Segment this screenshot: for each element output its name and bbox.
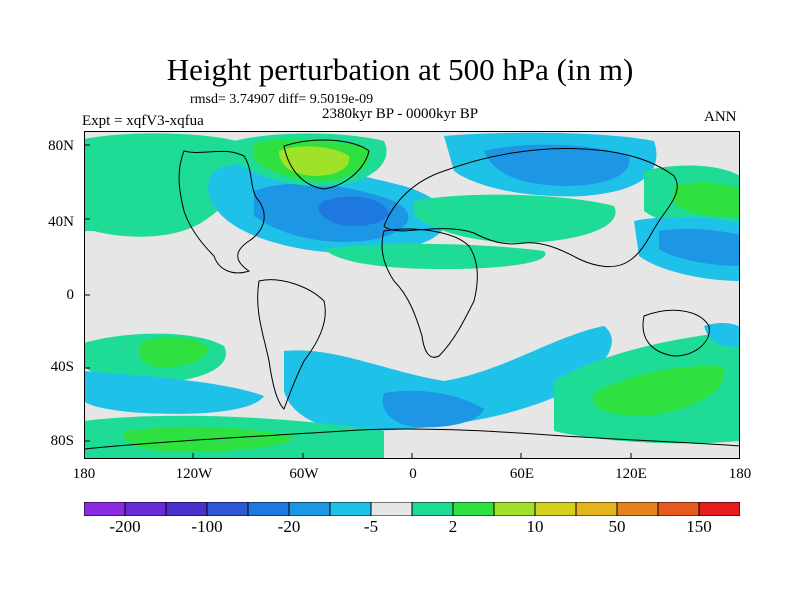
colorbar-label: 2 (448, 517, 458, 536)
colorbar-swatch (124, 502, 167, 516)
lat-label: 40S (50, 359, 74, 375)
colorbar-swatch (165, 502, 208, 516)
colorbar-swatch (698, 502, 740, 516)
colorbar-label: -200 (109, 517, 141, 536)
north-atlantic-low-core (318, 196, 389, 226)
colorbar-swatch (247, 502, 290, 516)
experiment-label: Expt = xqfV3-xqfua (82, 113, 204, 129)
colorbar-swatch (534, 502, 577, 516)
lon-label: 180 (728, 466, 752, 482)
colorbar-label: -100 (191, 517, 223, 536)
colorbar (84, 502, 740, 516)
south-indian-lime-core (593, 366, 725, 416)
north-america-green-region (84, 133, 247, 237)
greenland-yellow-green-region (279, 146, 350, 176)
south-america-coastline (257, 279, 326, 410)
colorbar-swatch (370, 502, 413, 516)
colorbar-swatch (84, 502, 126, 516)
australia-blue-region (704, 323, 740, 347)
season-label: ANN (704, 109, 737, 125)
colorbar-swatch (329, 502, 372, 516)
lon-label: 180 (72, 466, 96, 482)
colorbar-swatch (575, 502, 618, 516)
colorbar-label: 150 (686, 517, 712, 536)
coastlines (84, 139, 740, 450)
colorbar-label: 10 (526, 517, 544, 536)
subtropical-green-band (324, 243, 546, 269)
colorbar-swatch (411, 502, 454, 516)
lon-label: 0 (409, 466, 417, 482)
rmsd-stats: rmsd= 3.74907 diff= 9.5019e-09 (190, 92, 374, 107)
australia-coastline (642, 309, 710, 357)
height-perturbation-map (84, 131, 740, 459)
europe-asia-coastline (383, 148, 678, 268)
north-pacific-mid-blue-core (659, 228, 740, 266)
south-pacific-lime-core (138, 337, 209, 368)
africa-coastline (381, 228, 478, 358)
south-pacific-blue-band (84, 371, 264, 414)
lat-label: 0 (66, 287, 75, 303)
north-america-coastline (178, 150, 265, 274)
colorbar-label: 50 (608, 517, 626, 536)
lon-label: 60E (509, 466, 535, 482)
colorbar-swatch (288, 502, 331, 516)
lat-label: 40N (48, 214, 74, 230)
colorbar-label: -20 (277, 517, 301, 536)
lat-label: 80S (50, 433, 74, 449)
antarctica-coastline (84, 428, 740, 450)
lon-label: 120W (175, 466, 213, 482)
lon-label: 60W (289, 466, 319, 482)
colorbar-swatch (452, 502, 495, 516)
colorbar-swatch (206, 502, 249, 516)
siberia-mid-blue-core (484, 144, 630, 186)
colorbar-swatch (657, 502, 700, 516)
colorbar-swatch (616, 502, 659, 516)
colorbar-swatch (493, 502, 536, 516)
colorbar-label: -5 (363, 517, 379, 536)
greenland-coastline (283, 139, 370, 190)
map-title: Height perturbation at 500 hPa (in m) (166, 52, 634, 87)
southern-ocean-mid-blue-region (382, 390, 484, 428)
lat-label: 80N (48, 138, 74, 154)
south-atlantic-blue-band (284, 326, 612, 431)
lon-label: 120E (615, 466, 647, 482)
axis-ticks (84, 144, 740, 459)
time-period: 2380kyr BP - 0000kyr BP (322, 106, 479, 122)
north-pacific-lime-core (674, 182, 740, 217)
